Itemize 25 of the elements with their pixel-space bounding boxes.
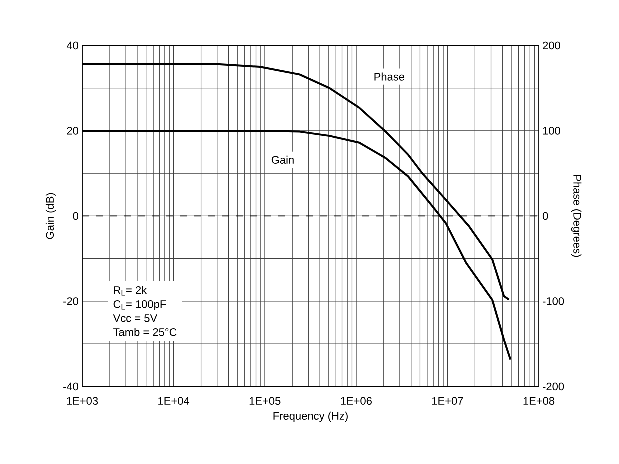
y-tick-label: -40 xyxy=(64,382,79,391)
annotation: R$_{L}$= 2k xyxy=(114,286,148,296)
y-tick-label: 0 xyxy=(73,212,79,220)
y2-tick-label: -100 xyxy=(543,298,564,306)
y-tick-label: -20 xyxy=(64,298,79,306)
y2-tick-label: 200 xyxy=(543,42,560,50)
annotation: C$_{L}$= 100pF xyxy=(114,300,166,310)
x-axis-title: Frequency (Hz) xyxy=(274,412,348,422)
y2-tick-label: -200 xyxy=(543,382,564,391)
y-axis-title: Gain (dB) xyxy=(46,193,56,240)
y-tick-label: 20 xyxy=(67,127,79,135)
annotation: Tamb = 25°C xyxy=(114,328,177,336)
annotation: Phase xyxy=(374,72,405,81)
annotation: Gain xyxy=(272,156,294,164)
x-tick-label: 1E+04 xyxy=(158,397,190,406)
x-tick-label: 1E+05 xyxy=(250,397,281,406)
y2-tick-label: 100 xyxy=(543,127,560,135)
y-tick-label: 40 xyxy=(66,42,79,50)
x-tick-label: 1E+07 xyxy=(432,397,464,406)
y2-axis-title: Phase (Degrees) xyxy=(571,176,582,258)
annotation: Vcc = 5V xyxy=(113,314,158,322)
x-tick-label: 1E+03 xyxy=(67,397,98,406)
y2-tick-label: 0 xyxy=(542,212,548,220)
x-tick-label: 1E+06 xyxy=(341,397,372,406)
x-tick-label: 1E+08 xyxy=(524,397,555,406)
